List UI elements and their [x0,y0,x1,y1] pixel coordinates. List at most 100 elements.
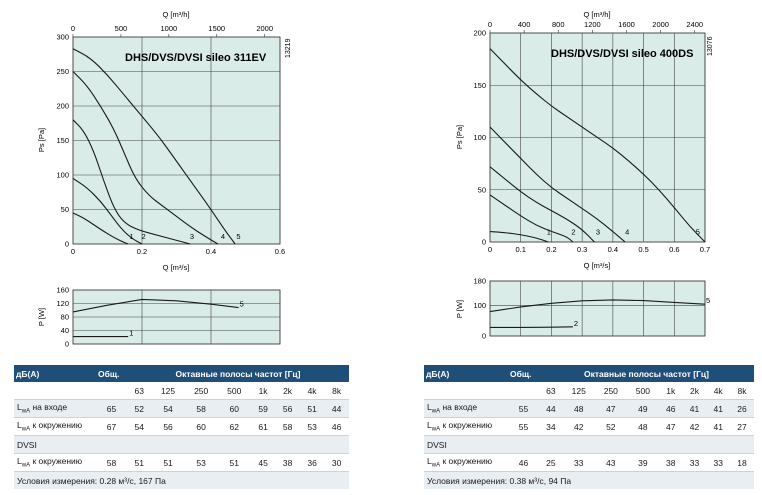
curve-label-4: 4 [625,228,629,237]
band-cell: 500 [626,382,659,400]
total-cell: 55 [508,417,539,436]
curves [72,48,236,245]
x2-tick-label: 800 [552,20,565,29]
bands-row: 63 125 250 500 1k 2k 4k 8k [14,382,349,400]
band-cell: 500 [217,382,251,400]
x-tick-label: 0.4 [608,245,618,254]
chart-400ds: 1 2 3 4 5 0 0.1 0.2 0.3 0.4 0.5 0.6 0.7 0 400 800 1200… [455,10,714,270]
curve-3 [72,119,191,245]
band-cell: 250 [184,382,218,400]
curve-label-3: 3 [596,228,600,237]
band-cell: 1k [658,382,683,400]
curve-labels: 1 2 3 4 5 [547,228,700,237]
total-cell: 65 [96,399,127,418]
band-cell: 4k [706,382,731,400]
table-row: LwA на входе 55 44 48 47 49 46 41 41 26 [424,399,754,418]
curve-label-3: 3 [190,232,194,241]
header-total: Общ. [96,365,127,382]
x-tick-label: 0 [71,247,75,256]
y-tick-label: 50 [61,205,69,214]
header-dba: дБ(A) [424,365,508,382]
x2-axis-label: Q [m³/h] [583,10,610,19]
table-row: LwA на входе 65 52 54 58 60 59 56 51 44 [14,399,349,418]
power-grid [72,289,281,345]
chart-title: DHS/DVS/DVSI sileo 400DS [551,48,693,60]
chart-code: 13219 [285,38,292,58]
y-axis-label: Ps [Pa] [37,128,46,152]
power-grid [489,280,706,337]
bands-row: 63 125 250 500 1k 2k 4k 8k [424,382,754,400]
band-cell: 1k [250,382,276,400]
curve-label-2: 2 [571,228,575,237]
y-tick-label: 300 [56,33,69,42]
y-tick-label: 0 [65,240,69,249]
x2-tick-label: 1600 [618,20,635,29]
band-cell: 125 [151,382,185,400]
power-curve-label-5: 5 [706,296,710,305]
y-ticks: 0 50 100 150 200 [473,29,486,247]
band-cell: 63 [127,382,152,400]
power-curves: 51 [72,298,244,338]
total-cell: 55 [508,399,539,418]
curve-4 [489,126,626,243]
total-cell: 67 [96,417,127,436]
power-y-label: P [W] [455,300,464,318]
power-y-tick-label: 0 [65,340,69,349]
table-row: LwA к окружению 67 54 56 60 62 61 58 53 … [14,417,349,436]
row-label: LwA на входе [424,399,508,418]
measurement-conditions: Условия измерения: 0.38 м³/с, 94 Па [424,471,754,489]
footer-row: Условия измерения: 0.38 м³/с, 94 Па [424,471,754,489]
x-tick-label: 0.7 [700,245,710,254]
x2-tick-label: 0 [488,20,492,29]
row-label: LwA к окружению [424,453,508,472]
power-y-tick-label: 180 [473,277,486,286]
curve-label-1: 1 [129,232,133,241]
table-header: дБ(A) Общ. Октавные полосы частот [Гц] [424,365,754,382]
chart-title: DHS/DVS/DVSI sileo 311EV [125,52,267,64]
band-cell: 8k [730,382,754,400]
power-y-tick-label: 0 [482,332,486,341]
power-curve-label-2: 2 [574,319,578,328]
y-tick-label: 200 [473,29,486,38]
y-tick-label: 250 [56,67,69,76]
row-label: LwA к окружению [424,417,508,436]
x2-tick-label: 500 [115,24,128,33]
y-axis-label: Ps [Pa] [455,125,464,149]
x-tick-label: 0 [488,245,492,254]
power-y-tick-label: 80 [61,313,69,322]
power-curve-2 [490,326,573,328]
x-tick-label: 0.2 [546,245,556,254]
curve-label-1: 1 [547,228,551,237]
power-y-tick-label: 160 [56,286,69,295]
curve-1 [72,212,129,245]
curve-label-4: 4 [221,232,225,241]
x2-tick-label: 1000 [160,24,177,33]
power-y-ticks: 0 40 80 120 160 [56,286,69,349]
row-label: LwA к окружению [14,417,96,436]
curve-label-2: 2 [142,232,146,241]
table-row: LwA к окружению 55 34 42 52 48 47 42 41 … [424,417,754,436]
measurement-conditions: Условия измерения: 0.28 м³/с, 167 Па [14,471,349,489]
curve-1 [489,231,549,243]
x2-tick-label: 400 [518,20,531,29]
x-tick-label: 0.2 [137,247,147,256]
total-cell: 58 [96,453,127,472]
band-cell: 2k [275,382,300,400]
curve-5 [72,48,236,245]
power-y-label: P [W] [37,308,46,326]
x2-ticks: 0 400 800 1200 1600 2000 2400 [488,20,703,33]
band-cell: 8k [324,382,349,400]
total-cell: 46 [508,453,539,472]
x2-axis-label: Q [m³/h] [162,10,189,19]
curve-3 [489,166,595,243]
y-tick-label: 50 [478,185,486,194]
x-tick-label: 0.6 [275,247,285,256]
x2-tick-label: 2000 [256,24,273,33]
y-ticks: 0 50 100 150 200 250 300 [56,33,69,249]
y-tick-label: 100 [56,171,69,180]
table-header: дБ(A) Общ. Октавные полосы частот [Гц] [14,365,349,382]
noise-table-311ev: дБ(A) Общ. Октавные полосы частот [Гц] 6… [14,365,349,489]
